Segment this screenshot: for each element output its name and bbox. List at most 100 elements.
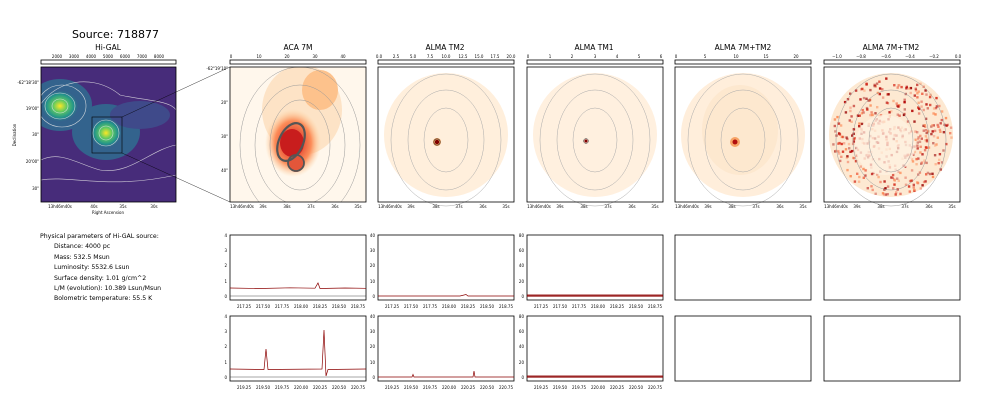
- noise-pixel: [883, 180, 886, 183]
- noise-pixel: [893, 183, 896, 186]
- noise-pixel: [846, 137, 849, 141]
- higal-ylabel: Declination: [12, 123, 17, 146]
- noise-pixel: [911, 109, 914, 113]
- spec-xtick: 217.50: [256, 304, 270, 309]
- spec-xtick: 220.75: [351, 385, 365, 390]
- noise-pixel: [925, 161, 928, 165]
- higal-ytick: 30": [32, 132, 39, 137]
- aca-cbar-tick: 10: [256, 54, 262, 59]
- noise-pixel: [932, 135, 936, 138]
- higal-xtick: 30s: [150, 204, 157, 209]
- noise-pixel: [916, 181, 919, 184]
- noise-pixel: [920, 161, 924, 164]
- noise-pixel: [922, 180, 926, 184]
- noise-pixel: [849, 109, 852, 113]
- noise-pixel: [876, 106, 879, 109]
- noise-pixel: [873, 84, 876, 88]
- noise-pixel: [949, 126, 953, 129]
- aca-xtick: 39s: [259, 204, 266, 209]
- noise-pixel: [909, 86, 913, 90]
- aca-xtick: 35s: [354, 204, 361, 209]
- tm2-cbar-tick: 10.0: [442, 54, 451, 59]
- tm1-cbar-tick: 0: [527, 54, 530, 59]
- noise-pixel: [840, 155, 843, 158]
- aca-cbar-tick: 30: [312, 54, 318, 59]
- noise-pixel: [904, 176, 907, 179]
- noise-pixel: [861, 87, 864, 91]
- combo2-xtick: 38s: [877, 204, 884, 209]
- noise-pixel: [850, 120, 853, 123]
- noise-pixel: [930, 125, 933, 128]
- noise-pixel: [912, 183, 915, 187]
- tm2-cbar-tick: 12.5: [459, 54, 468, 59]
- noise-pixel: [874, 192, 877, 195]
- higal-colorbar: [40, 59, 177, 65]
- spec-ytick: 40: [519, 263, 525, 268]
- spec-ytick: 80: [519, 233, 525, 238]
- aca-ytick: 40": [221, 168, 228, 173]
- combo-xtick: 38s: [728, 204, 735, 209]
- noise-pixel: [866, 187, 869, 190]
- noise-pixel: [933, 154, 937, 157]
- spec-ytick: 10: [370, 279, 376, 284]
- noise-pixel: [871, 113, 874, 116]
- noise-pixel: [918, 140, 922, 143]
- noise-pixel: [916, 83, 919, 87]
- higal-title: Hi-GAL: [95, 43, 121, 52]
- noise-pixel: [932, 112, 935, 115]
- spec-ytick: 0: [372, 294, 375, 299]
- aca-image: [230, 67, 366, 202]
- noise-pixel: [852, 156, 855, 159]
- spec-xtick: 218.75: [351, 304, 365, 309]
- combo2-cbar-tick: −0.6: [881, 54, 891, 59]
- spec-xtick: 218.25: [610, 304, 624, 309]
- noise-pixel: [881, 88, 884, 91]
- higal-ytick: 19'00": [26, 106, 39, 111]
- noise-pixel: [858, 122, 861, 125]
- tm2-xtick: 37s: [455, 204, 462, 209]
- tm2-xtick: 39s: [407, 204, 414, 209]
- noise-pixel: [872, 171, 875, 175]
- noise-pixel: [835, 134, 838, 137]
- aca-cbar-tick: 20: [284, 54, 290, 59]
- noise-pixel: [903, 101, 906, 104]
- spec-xtick: 220.25: [313, 385, 327, 390]
- noise-pixel: [928, 95, 932, 99]
- noise-pixel: [838, 141, 841, 145]
- noise-pixel: [859, 98, 862, 101]
- spec-xtick: 219.75: [572, 385, 586, 390]
- noise-pixel: [878, 87, 882, 90]
- noise-pixel: [945, 124, 948, 127]
- noise-pixel: [855, 154, 859, 157]
- noise-pixel: [932, 124, 935, 127]
- noise-pixel: [921, 184, 924, 187]
- noise-pixel: [919, 187, 922, 190]
- noise-pixel: [852, 157, 856, 160]
- noise-pixel: [854, 160, 858, 163]
- aca-cbar-tick: 40: [340, 54, 346, 59]
- noise-pixel: [902, 113, 906, 117]
- tm1-xtick: 39s: [556, 204, 563, 209]
- noise-pixel: [852, 104, 856, 108]
- higal-xtick: 35s: [119, 204, 126, 209]
- noise-pixel: [917, 90, 920, 93]
- noise-pixel: [856, 114, 860, 117]
- noise-pixel: [896, 177, 899, 180]
- noise-pixel: [925, 93, 928, 96]
- spec-ytick: 10: [370, 360, 376, 365]
- higal-cbar-tick: 2000: [52, 54, 63, 59]
- spec-xtick: 217.75: [572, 304, 586, 309]
- noise-pixel: [909, 179, 913, 183]
- noise-pixel: [864, 169, 867, 172]
- noise-pixel: [914, 89, 918, 92]
- noise-pixel: [917, 136, 920, 139]
- spec-xtick: 217.75: [275, 304, 289, 309]
- noise-pixel: [898, 84, 901, 87]
- spectrum-aca-row1: 0 1 2 3 4: [224, 233, 367, 301]
- noise-pixel: [893, 84, 896, 87]
- spec-xtick: 218.00: [591, 304, 605, 309]
- noise-pixel: [933, 129, 937, 133]
- noise-pixel: [846, 155, 849, 158]
- higal-ytick: 20'00": [26, 159, 39, 164]
- noise-pixel: [849, 92, 852, 95]
